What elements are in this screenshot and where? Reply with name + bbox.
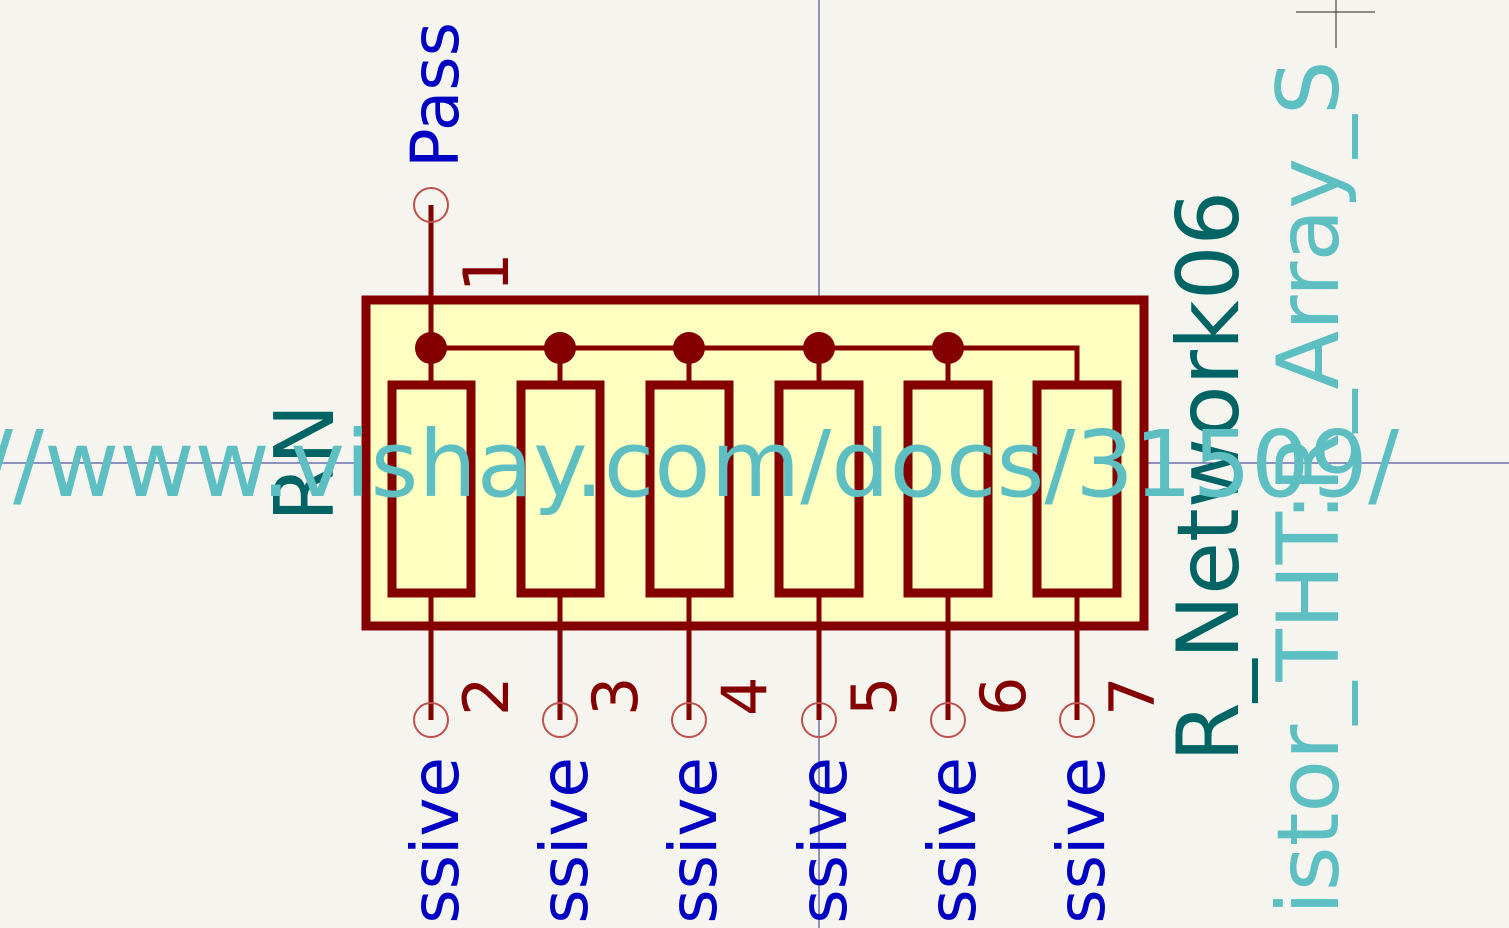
pin-1-type: Pass (397, 22, 474, 168)
pin-5-number: 5 (838, 677, 911, 716)
pin-7-type: ssive (1043, 757, 1120, 924)
resistor-element-6 (1032, 380, 1122, 720)
common-bus-line (431, 345, 1080, 385)
pin-2-type: ssive (397, 757, 474, 924)
resistor-element-2 (516, 348, 605, 720)
pin-6-end[interactable] (930, 702, 966, 738)
pin-1-number: 1 (450, 253, 523, 292)
pin-5-end[interactable] (801, 702, 837, 738)
pin-4-type: ssive (655, 757, 732, 924)
pin-7-number: 7 (1096, 677, 1169, 716)
pin-5-type: ssive (785, 757, 862, 924)
component-value[interactable]: R_Network06 (1159, 191, 1259, 762)
resistor-element-4 (774, 348, 864, 720)
pin-4-number: 4 (708, 677, 781, 716)
pin-7-end[interactable] (1059, 702, 1095, 738)
pin-2-number: 2 (450, 677, 523, 716)
pin-4-end[interactable] (671, 702, 707, 738)
reference-designator[interactable]: RN (258, 404, 353, 522)
pin-1-end[interactable] (413, 187, 449, 223)
resistor-element-5 (903, 348, 993, 720)
datasheet-field[interactable]: //www.vishay.com/docs/31509/ (0, 411, 1399, 518)
pin-2-end[interactable] (413, 702, 449, 738)
pin-3-end[interactable] (542, 702, 578, 738)
pin-3-type: ssive (526, 757, 603, 924)
footprint-field[interactable]: istor_THT:R_Array_S (1259, 60, 1359, 915)
pin-3-number: 3 (579, 677, 652, 716)
resistor-element-1 (387, 348, 476, 720)
resistor-network-body[interactable] (361, 295, 1149, 631)
pin-6-type: ssive (914, 757, 991, 924)
resistor-element-3 (645, 348, 734, 720)
pin-6-number: 6 (967, 677, 1040, 716)
